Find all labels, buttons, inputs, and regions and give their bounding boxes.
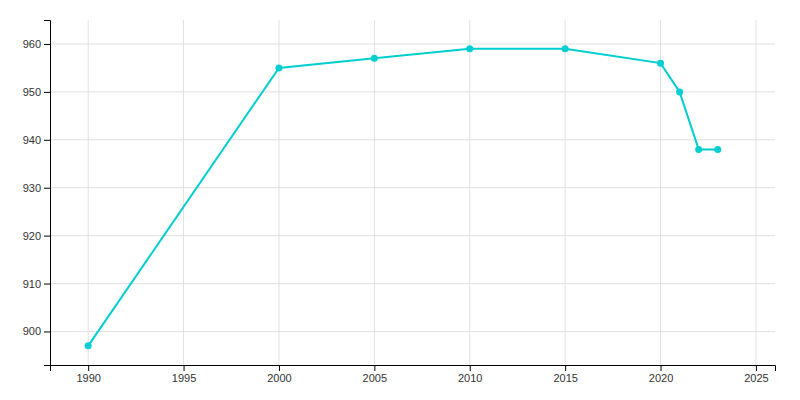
point (371, 55, 378, 62)
tick-mark (661, 365, 662, 371)
tick-label: 900 (23, 325, 41, 337)
tick-mark (565, 365, 566, 371)
tick: 2010 (458, 365, 482, 384)
tick: 920 (23, 230, 50, 242)
tick: 900 (23, 325, 50, 337)
tick: 2005 (363, 365, 387, 384)
point (466, 45, 473, 52)
tick: 960 (23, 38, 50, 50)
grid-line (50, 43, 775, 44)
point (275, 64, 282, 71)
marks (85, 45, 722, 349)
point (85, 342, 92, 349)
grid-line (469, 20, 470, 365)
grid-line (278, 20, 279, 365)
point (562, 45, 569, 52)
grid-line (565, 20, 566, 365)
grid-line (660, 20, 661, 365)
grid-line (50, 139, 775, 140)
tick-label: 1995 (172, 372, 196, 384)
tick: 940 (23, 134, 50, 146)
tick-label: 910 (23, 278, 41, 290)
plot: 1990 1995 2000 2005 2010 2015 2020 2025 900 910 92… (23, 20, 776, 384)
tick-mark (279, 365, 280, 371)
grid (50, 20, 775, 365)
point (657, 60, 664, 67)
tick: 2025 (744, 365, 768, 384)
point (714, 146, 721, 153)
tick-mark (44, 44, 50, 45)
tick-label: 2015 (553, 372, 577, 384)
tick: 1990 (76, 365, 100, 384)
tick-mark (88, 365, 89, 371)
chart: 1990 1995 2000 2005 2010 2015 2020 2025 900 910 92… (0, 0, 800, 400)
grid-line (50, 331, 775, 332)
grid-line (755, 20, 756, 365)
tick-label: 960 (23, 38, 41, 50)
x-axis: 1990 1995 2000 2005 2010 2015 2020 2025 (51, 365, 776, 384)
grid-line (374, 20, 375, 365)
tick: 950 (23, 86, 50, 98)
tick-label: 2000 (267, 372, 291, 384)
tick-label: 950 (23, 86, 41, 98)
tick-mark (44, 236, 50, 237)
axis-line (44, 21, 51, 366)
tick-mark (44, 284, 50, 285)
tick: 2020 (649, 365, 673, 384)
axis-line (51, 366, 776, 372)
tick-label: 930 (23, 182, 41, 194)
grid-line (50, 187, 775, 188)
tick-label: 2020 (649, 372, 673, 384)
grid-line (50, 235, 775, 236)
tick-label: 2010 (458, 372, 482, 384)
tick-mark (44, 188, 50, 189)
tick: 2015 (553, 365, 577, 384)
tick-mark (44, 140, 50, 141)
tick-mark (184, 365, 185, 371)
line (88, 49, 718, 346)
tick: 1995 (172, 365, 196, 384)
tick-label: 920 (23, 230, 41, 242)
tick-label: 1990 (76, 372, 100, 384)
grid-line (50, 283, 775, 284)
grid-line (50, 91, 775, 92)
grid-line (183, 20, 184, 365)
tick-mark (756, 365, 757, 371)
tick-mark (44, 331, 50, 332)
point (676, 88, 683, 95)
tick-mark (470, 365, 471, 371)
tick: 910 (23, 278, 50, 290)
tick-label: 2005 (363, 372, 387, 384)
tick-mark (374, 365, 375, 371)
tick-mark (44, 92, 50, 93)
tick-label: 940 (23, 134, 41, 146)
tick: 930 (23, 182, 50, 194)
grid-line (88, 20, 89, 365)
point (695, 146, 702, 153)
y-axis: 900 910 920 930 940 950 960 (23, 21, 51, 366)
tick-label: 2025 (744, 372, 768, 384)
tick: 2000 (267, 365, 291, 384)
